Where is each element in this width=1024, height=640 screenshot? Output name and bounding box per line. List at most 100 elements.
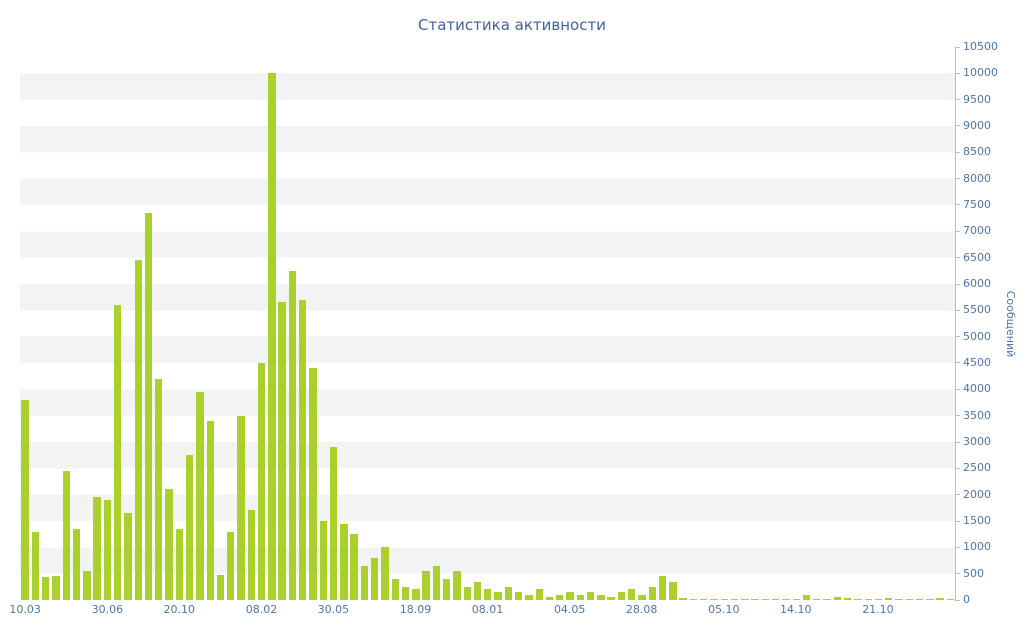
bar: [196, 391, 204, 600]
bar: [247, 510, 256, 600]
y-tick-label: 2500: [963, 461, 991, 475]
bar-slot: [544, 47, 554, 600]
bar-slot: [750, 47, 760, 600]
y-tick-label: 6000: [963, 277, 991, 290]
bar: [381, 547, 389, 600]
x-tick-label: 04.05: [553, 603, 586, 616]
y-axis-tick: [955, 415, 960, 417]
bar: [566, 592, 574, 600]
bar-slot: [267, 47, 277, 600]
y-axis-title-text: Сообщений: [1004, 290, 1017, 357]
bar-slot: [483, 47, 493, 600]
bar: [813, 598, 821, 600]
bar: [751, 598, 759, 600]
x-tick-label: 20.10: [163, 603, 196, 616]
bar-slot: [699, 47, 709, 600]
bar: [586, 592, 595, 600]
y-axis-labels: 0 500 1000 1500 2000 2500 3000 3500 4000 4500 5000…: [963, 41, 1007, 606]
bar-slot: [205, 47, 215, 600]
bar: [453, 571, 461, 600]
bar: [771, 599, 780, 600]
bar-slot: [791, 47, 801, 600]
bar-slot: [400, 47, 410, 600]
y-axis-tick: [955, 283, 960, 285]
bar-slot: [51, 47, 61, 600]
bar-slot: [884, 47, 894, 600]
bar-slot: [41, 47, 51, 600]
y-axis-tick: [955, 362, 960, 364]
bar-slot: [339, 47, 349, 600]
bar-slot: [771, 47, 781, 600]
bar-slot: [904, 47, 914, 600]
bar-slot: [287, 47, 297, 600]
bar-slot: [123, 47, 133, 600]
y-axis-title: Сообщений: [1002, 47, 1020, 600]
bar-slot: [843, 47, 853, 600]
bar-slot: [853, 47, 863, 600]
bar: [103, 499, 112, 600]
bar-slot: [195, 47, 205, 600]
bar: [689, 598, 698, 600]
y-tick-label: 2000: [963, 487, 991, 501]
bar: [165, 489, 173, 600]
bar: [597, 594, 605, 600]
bar: [42, 577, 50, 600]
bar-slot: [71, 47, 81, 600]
bar-slot: [616, 47, 626, 600]
bar-slot: [133, 47, 143, 600]
y-tick-label: 0: [963, 593, 970, 606]
bar: [679, 598, 687, 600]
bar: [72, 528, 81, 600]
bar-slot: [565, 47, 575, 600]
bar: [638, 594, 646, 600]
bar: [237, 415, 245, 600]
bar-slot: [164, 47, 174, 600]
bar: [175, 528, 184, 600]
y-tick-label: 500: [963, 566, 984, 580]
y-tick-label: 7500: [963, 197, 991, 211]
bar-slot: [442, 47, 452, 600]
bar-slot: [20, 47, 30, 600]
plot-area: [20, 47, 956, 600]
bar: [216, 574, 225, 600]
bar-slot: [113, 47, 123, 600]
y-axis-tick: [955, 125, 960, 127]
bar-slot: [945, 47, 955, 600]
bar-slot: [781, 47, 791, 600]
y-tick-label: 10500: [963, 40, 998, 53]
bar: [843, 598, 852, 600]
bar-slot: [832, 47, 842, 600]
bar-slot: [863, 47, 873, 600]
y-axis-tick: [955, 599, 960, 601]
bar-slot: [452, 47, 462, 600]
bar: [463, 586, 471, 600]
bar: [761, 599, 770, 600]
bar-slot: [709, 47, 719, 600]
y-tick-label: 8000: [963, 171, 991, 185]
bar-slot: [812, 47, 822, 600]
bar: [401, 586, 410, 600]
bar-slot: [925, 47, 935, 600]
y-tick-label: 5500: [963, 303, 991, 317]
bar: [329, 447, 338, 600]
bar-slot: [277, 47, 287, 600]
bar-slot: [873, 47, 883, 600]
bar-slot: [143, 47, 153, 600]
bar-slot: [637, 47, 647, 600]
bar: [535, 589, 543, 600]
bar: [628, 589, 636, 600]
y-tick-label: 6500: [963, 250, 991, 264]
bar: [299, 299, 307, 600]
bar: [946, 598, 955, 600]
bar-slot: [82, 47, 92, 600]
bar-slot: [174, 47, 184, 600]
bar-slot: [349, 47, 359, 600]
bar: [206, 420, 214, 600]
bar-slot: [760, 47, 770, 600]
bar: [607, 597, 615, 600]
bar-slot: [514, 47, 524, 600]
bar: [730, 599, 739, 600]
bar: [134, 260, 142, 600]
y-axis-tick: [955, 494, 960, 496]
bar: [576, 594, 585, 600]
